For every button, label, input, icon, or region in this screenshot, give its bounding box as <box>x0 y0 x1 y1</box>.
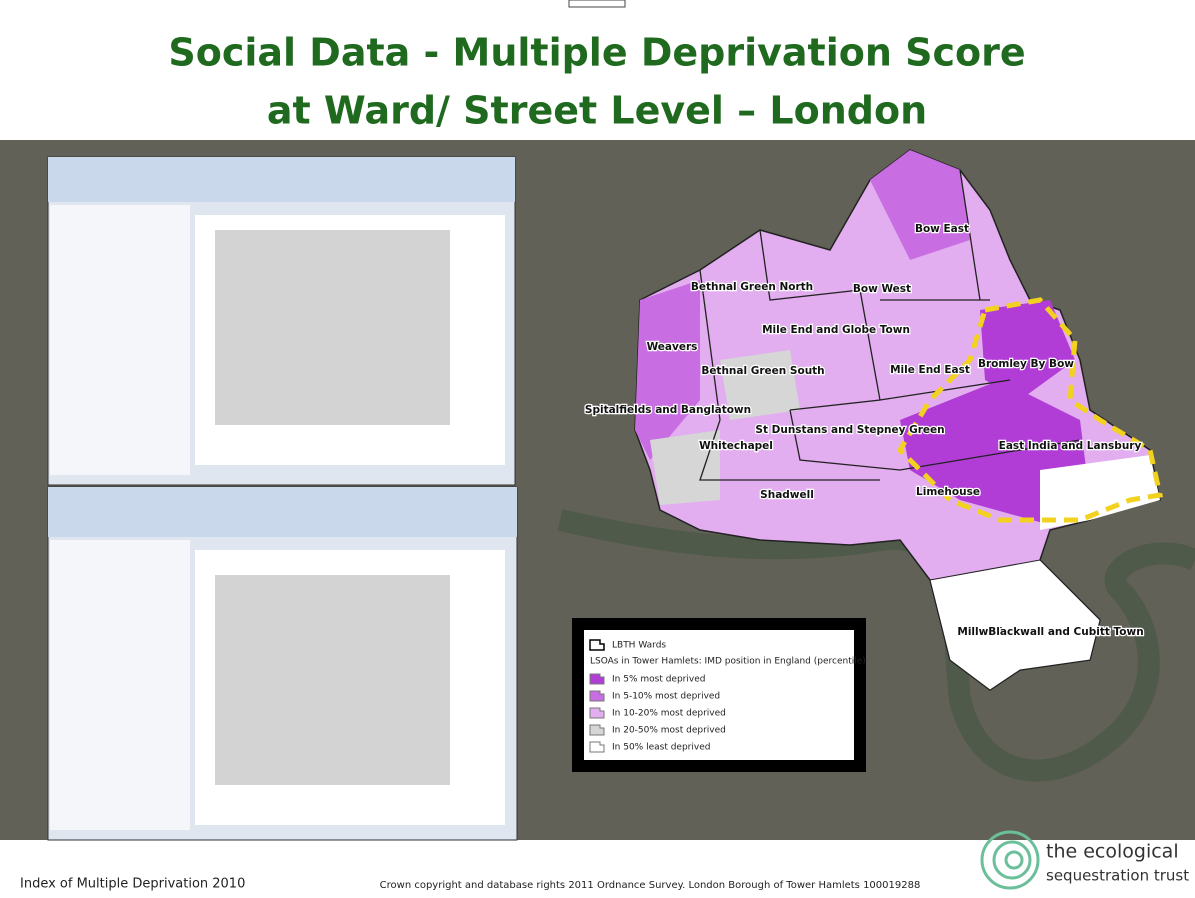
logo-line1: the ecological <box>1046 841 1179 863</box>
legend-swatch <box>589 741 605 753</box>
ward-label: Bow West <box>853 283 911 295</box>
ward-label: Whitechapel <box>699 440 773 452</box>
lsoa-area <box>870 150 970 260</box>
lsoa-area <box>720 350 800 420</box>
ward-label: Bethnal Green South <box>701 365 824 377</box>
legend-label: In 50% least deprived <box>612 743 710 753</box>
ward-boundaries <box>699 169 1081 481</box>
logo-line2: sequestration trust <box>1046 867 1189 885</box>
highlight-outline <box>896 297 1164 523</box>
ribbon <box>48 157 515 202</box>
nav-pane <box>50 540 190 830</box>
legend-swatch <box>589 673 605 685</box>
title-line2: at Ward/ Street Level – London <box>267 89 927 133</box>
logo-ring <box>1004 850 1024 870</box>
borough-map <box>634 149 1164 691</box>
logo-ring <box>980 830 1040 890</box>
chart-plot <box>215 575 450 785</box>
lsoa-area <box>635 280 700 460</box>
legend-label: In 20-50% most deprived <box>612 726 726 736</box>
legend-box <box>584 630 854 760</box>
legend-swatch <box>589 690 605 702</box>
lsoa-area <box>929 559 1101 691</box>
ward-label: Mile End and Globe Town <box>762 324 910 336</box>
nav-pane <box>50 205 190 475</box>
legend-label: In 5-10% most deprived <box>612 692 720 702</box>
ward-label: Millwall <box>957 626 1002 638</box>
wards-symbol <box>589 639 605 651</box>
ward-label: Mile End East <box>890 364 970 376</box>
ward-label: Shadwell <box>760 489 814 501</box>
river <box>557 509 1195 782</box>
ward-label: Blackwall and Cubitt Town <box>988 626 1143 638</box>
title-line1: Social Data - Multiple Deprivation Score <box>168 31 1025 75</box>
screenshot-window <box>47 486 518 841</box>
ward-label: Spitalfields and Banglatown <box>585 404 751 416</box>
ward-label: Limehouse <box>916 486 980 498</box>
ward-label: Bromley By Bow <box>978 358 1074 370</box>
lsoa-area <box>1040 455 1160 530</box>
legend: LBTH Wards LSOAs in Tower Hamlets: IMD p… <box>572 618 866 772</box>
legend-swatch <box>589 707 605 719</box>
legend-label: In 5% most deprived <box>612 675 705 685</box>
legend-swatch <box>589 724 605 736</box>
ward-label: Bethnal Green North <box>691 281 813 293</box>
legend-title: LSOAs in Tower Hamlets: IMD position in … <box>590 657 866 667</box>
top-tab <box>568 0 626 8</box>
lsoa-area <box>650 430 720 505</box>
ward-label: St Dunstans and Stepney Green <box>755 424 944 436</box>
ward-label: Weavers <box>647 341 698 353</box>
chart-plot <box>215 230 450 425</box>
logo-ring <box>992 840 1032 880</box>
legend-wards: LBTH Wards <box>612 641 666 651</box>
ward-label: East India and Lansbury <box>999 440 1142 452</box>
logo: the ecological sequestration trust <box>980 830 1189 890</box>
footer-left: Index of Multiple Deprivation 2010 <box>20 877 245 892</box>
footer-center: Crown copyright and database rights 2011… <box>380 880 921 891</box>
legend-label: In 10-20% most deprived <box>612 709 726 719</box>
screenshot-window <box>47 156 516 486</box>
ward-label: Bow East <box>915 223 969 235</box>
ribbon <box>48 487 517 537</box>
lsoa-area <box>980 300 1075 400</box>
